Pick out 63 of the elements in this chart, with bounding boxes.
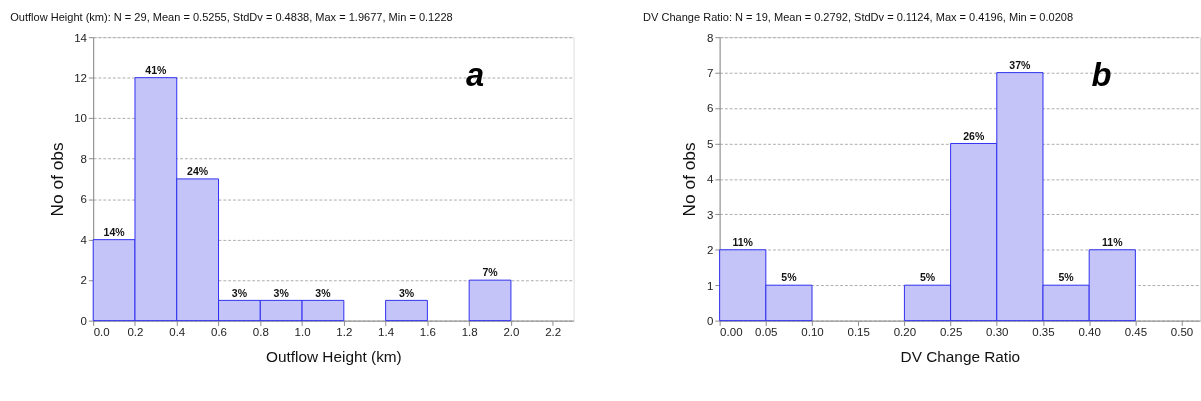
x-tick-label: 0.05 <box>755 326 778 339</box>
x-tick-label: 0.30 <box>986 326 1009 339</box>
x-tick-label: 0.25 <box>939 326 963 339</box>
x-tick-label: 0.0 <box>93 326 110 339</box>
annotation: 14% <box>103 225 126 238</box>
x-tick-label: 1.2 <box>336 326 353 339</box>
y-tick-label: 6 <box>80 193 87 206</box>
y-tick-label: 2 <box>80 274 87 287</box>
x-tick-label: 0.50 <box>1170 326 1194 339</box>
y-tick-label: 5 <box>706 137 714 150</box>
x-tick-label: 1.6 <box>419 326 436 339</box>
x-tick-label: 0.35 <box>1032 326 1055 339</box>
annotation: b <box>1091 56 1112 94</box>
annotation: 5% <box>919 271 936 284</box>
annotation: 11% <box>732 235 754 248</box>
annotation: 41% <box>145 63 168 76</box>
y-tick-label: 0 <box>706 314 714 327</box>
y-tick-label: 14 <box>74 31 88 44</box>
annotation: 3% <box>231 286 248 299</box>
x-tick-label: 0.40 <box>1078 326 1101 339</box>
x-tick-label: 0.10 <box>801 326 824 339</box>
x-tick-label: 1.8 <box>461 326 478 339</box>
annotation: 5% <box>781 271 798 284</box>
y-tick-label: 4 <box>706 173 714 186</box>
annotation: 3% <box>315 286 332 299</box>
x-tick-label: 2.2 <box>545 326 562 339</box>
x-axis-title: Outflow Height (km) <box>266 348 402 366</box>
annotation: 37% <box>1009 58 1032 71</box>
y-tick-label: 0 <box>80 314 87 327</box>
x-axis-title: DV Change Ratio <box>900 348 1021 366</box>
annotation: 11% <box>1102 235 1124 248</box>
x-tick-label: 0.2 <box>127 326 144 339</box>
y-tick-label: 4 <box>80 233 88 246</box>
y-tick-label: 6 <box>706 102 714 115</box>
x-tick-label: 0.45 <box>1124 326 1148 339</box>
chart-title: Outflow Height (km): N = 29, Mean = 0.5255, StdDv = 0.4838, Max = 1.9677, Min = 0.1228 <box>10 11 453 24</box>
chart-title: DV Change Ratio: N = 19, Mean = 0.2792, StdDv = 0.1124, Max = 0.4196, Min = 0.0208 <box>643 11 1074 24</box>
y-tick-label: 8 <box>80 152 87 165</box>
y-tick-label: 3 <box>706 208 714 221</box>
x-tick-label: 1.0 <box>294 326 311 339</box>
annotation: 3% <box>398 286 415 299</box>
x-tick-label: 0.8 <box>252 326 269 339</box>
x-tick-label: 0.15 <box>847 326 870 339</box>
annotation: a <box>466 56 485 94</box>
annotation: 3% <box>273 286 290 299</box>
annotation: 5% <box>1058 271 1075 284</box>
annotation: 24% <box>187 165 209 178</box>
x-tick-label: 2.0 <box>503 326 520 339</box>
annotation: 26% <box>963 129 985 142</box>
x-tick-label: 1.4 <box>378 326 395 339</box>
x-tick-label: 0.00 <box>720 326 743 339</box>
y-tick-label: 7 <box>706 66 714 79</box>
y-tick-label: 12 <box>74 72 87 85</box>
y-axis-title: No of obs <box>679 142 700 217</box>
x-tick-label: 0.4 <box>169 326 186 339</box>
x-tick-label: 0.6 <box>210 326 228 339</box>
y-axis-title: No of obs <box>46 142 67 217</box>
annotation: 7% <box>482 266 499 279</box>
y-tick-label: 10 <box>74 112 87 125</box>
y-tick-label: 8 <box>706 31 714 44</box>
x-tick-label: 0.20 <box>893 326 917 339</box>
y-tick-label: 2 <box>706 244 714 257</box>
y-tick-label: 1 <box>706 279 714 292</box>
